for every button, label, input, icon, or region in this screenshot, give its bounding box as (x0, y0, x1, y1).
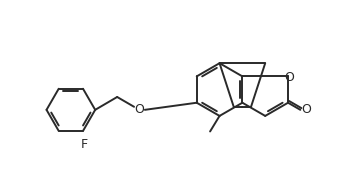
Text: O: O (301, 103, 311, 116)
Text: O: O (284, 71, 294, 84)
Text: O: O (134, 103, 144, 116)
Text: F: F (81, 138, 88, 151)
